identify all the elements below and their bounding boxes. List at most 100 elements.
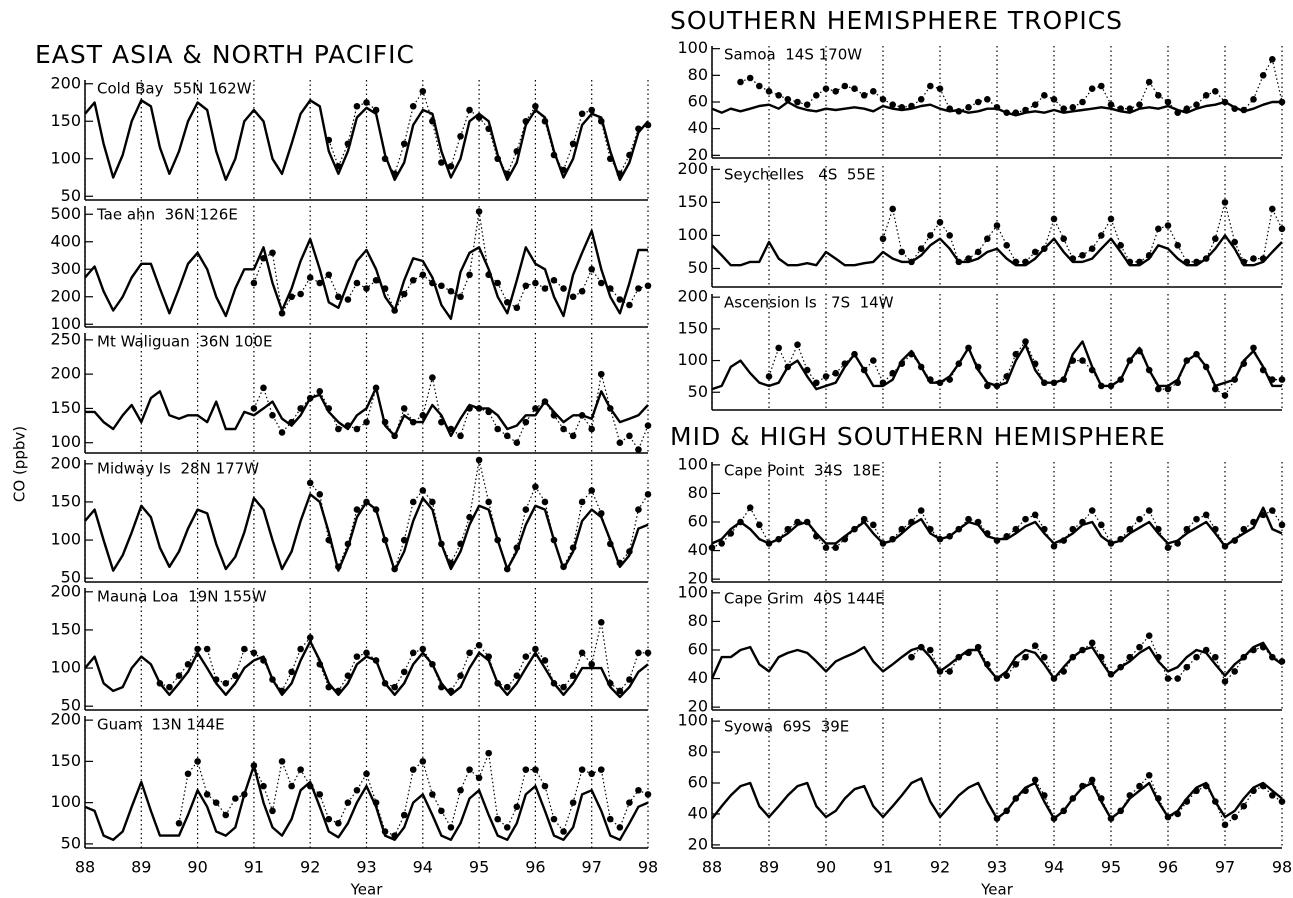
panel-title: Guam 13N 144E: [97, 716, 225, 734]
obs-point: [269, 807, 276, 815]
obs-point: [372, 799, 380, 806]
obs-point: [522, 418, 530, 426]
obs-point: [974, 643, 982, 651]
obs-point: [635, 285, 642, 292]
obs-point: [429, 791, 436, 798]
obs-point: [1012, 258, 1020, 266]
obs-point: [927, 376, 934, 383]
obs-point: [381, 155, 389, 163]
obs-point: [1269, 205, 1276, 213]
obs-point: [1003, 672, 1010, 680]
y-tick-label: 100: [50, 658, 81, 677]
obs-point: [260, 782, 267, 790]
y-axis-label: CO (ppbv): [11, 426, 29, 502]
obs-point: [353, 425, 361, 433]
obs-point: [927, 82, 934, 90]
obs-point: [335, 687, 342, 695]
obs-point: [457, 540, 464, 548]
y-tick-label: 250: [50, 329, 81, 348]
obs-point: [908, 653, 915, 661]
obs-point: [260, 254, 267, 262]
panel-title: Seychelles 4S 55E: [724, 166, 875, 184]
y-tick-label: 100: [677, 582, 708, 601]
obs-point: [616, 296, 624, 303]
obs-point: [194, 758, 201, 765]
obs-point: [1136, 101, 1143, 108]
obs-point: [1221, 392, 1229, 399]
obs-point: [1240, 802, 1248, 810]
obs-point: [344, 422, 352, 429]
obs-point: [503, 170, 511, 178]
obs-point: [485, 498, 492, 506]
obs-point: [1088, 776, 1096, 784]
obs-point: [1031, 642, 1039, 650]
obs-point: [578, 411, 586, 419]
obs-point: [297, 645, 304, 653]
panel-title: Samoa 14S 170W: [724, 46, 862, 64]
obs-point: [1269, 507, 1276, 514]
obs-point: [429, 117, 436, 125]
obs-point: [1022, 653, 1029, 661]
x-tick-label: 92: [300, 858, 320, 877]
obs-point: [1060, 537, 1067, 544]
obs-point: [1183, 258, 1191, 266]
obs-point: [984, 382, 991, 390]
obs-point: [1012, 525, 1020, 533]
obs-point: [1088, 245, 1096, 252]
x-tick-label: 95: [469, 858, 489, 877]
x-tick-label: 90: [816, 858, 836, 877]
y-tick-label: 200: [50, 73, 81, 92]
obs-point: [569, 799, 577, 806]
obs-point: [278, 429, 286, 436]
obs-point: [1060, 235, 1067, 243]
obs-point: [381, 418, 389, 426]
obs-point: [597, 619, 605, 626]
y-tick-label: 150: [677, 318, 708, 337]
y-tick-label: 40: [688, 668, 708, 687]
obs-point: [927, 646, 934, 654]
obs-point: [429, 374, 436, 381]
y-tick-label: 80: [688, 742, 708, 761]
obs-point: [269, 411, 276, 419]
y-tick-label: 100: [677, 454, 708, 473]
obs-point: [626, 548, 633, 555]
obs-point: [1041, 653, 1048, 661]
obs-point: [1022, 258, 1029, 266]
obs-point: [898, 525, 906, 533]
obs-point: [560, 285, 567, 292]
obs-point: [1183, 663, 1191, 671]
obs-point: [475, 208, 483, 215]
panel-title: Ascension Is 7S 14W: [724, 294, 894, 312]
obs-point: [232, 795, 239, 802]
obs-point: [870, 357, 877, 364]
obs-point: [936, 668, 944, 675]
obs-point: [616, 559, 624, 567]
obs-point: [1098, 795, 1105, 802]
obs-point: [984, 235, 991, 243]
obs-point: [1193, 787, 1200, 795]
obs-point: [532, 405, 539, 412]
obs-point: [1136, 643, 1143, 651]
obs-point: [466, 513, 473, 521]
obs-point: [532, 279, 539, 287]
obs-point: [409, 649, 417, 657]
obs-point: [635, 786, 642, 794]
obs-point: [438, 540, 445, 548]
obs-point: [955, 108, 963, 115]
obs-point: [606, 155, 614, 163]
obs-point: [606, 540, 614, 548]
obs-point: [597, 766, 605, 773]
obs-point: [419, 645, 427, 653]
obs-point: [372, 506, 380, 513]
obs-point: [550, 151, 558, 159]
obs-point: [485, 653, 492, 660]
obs-point: [917, 507, 925, 514]
obs-point: [1088, 366, 1096, 374]
obs-point: [1240, 258, 1248, 266]
obs-point: [212, 676, 220, 683]
obs-point: [946, 232, 953, 239]
obs-point: [569, 672, 577, 679]
y-tick-label: 50: [61, 833, 81, 852]
panel-title: Mt Waliguan 36N 100E: [97, 333, 272, 351]
obs-point: [1117, 663, 1124, 671]
